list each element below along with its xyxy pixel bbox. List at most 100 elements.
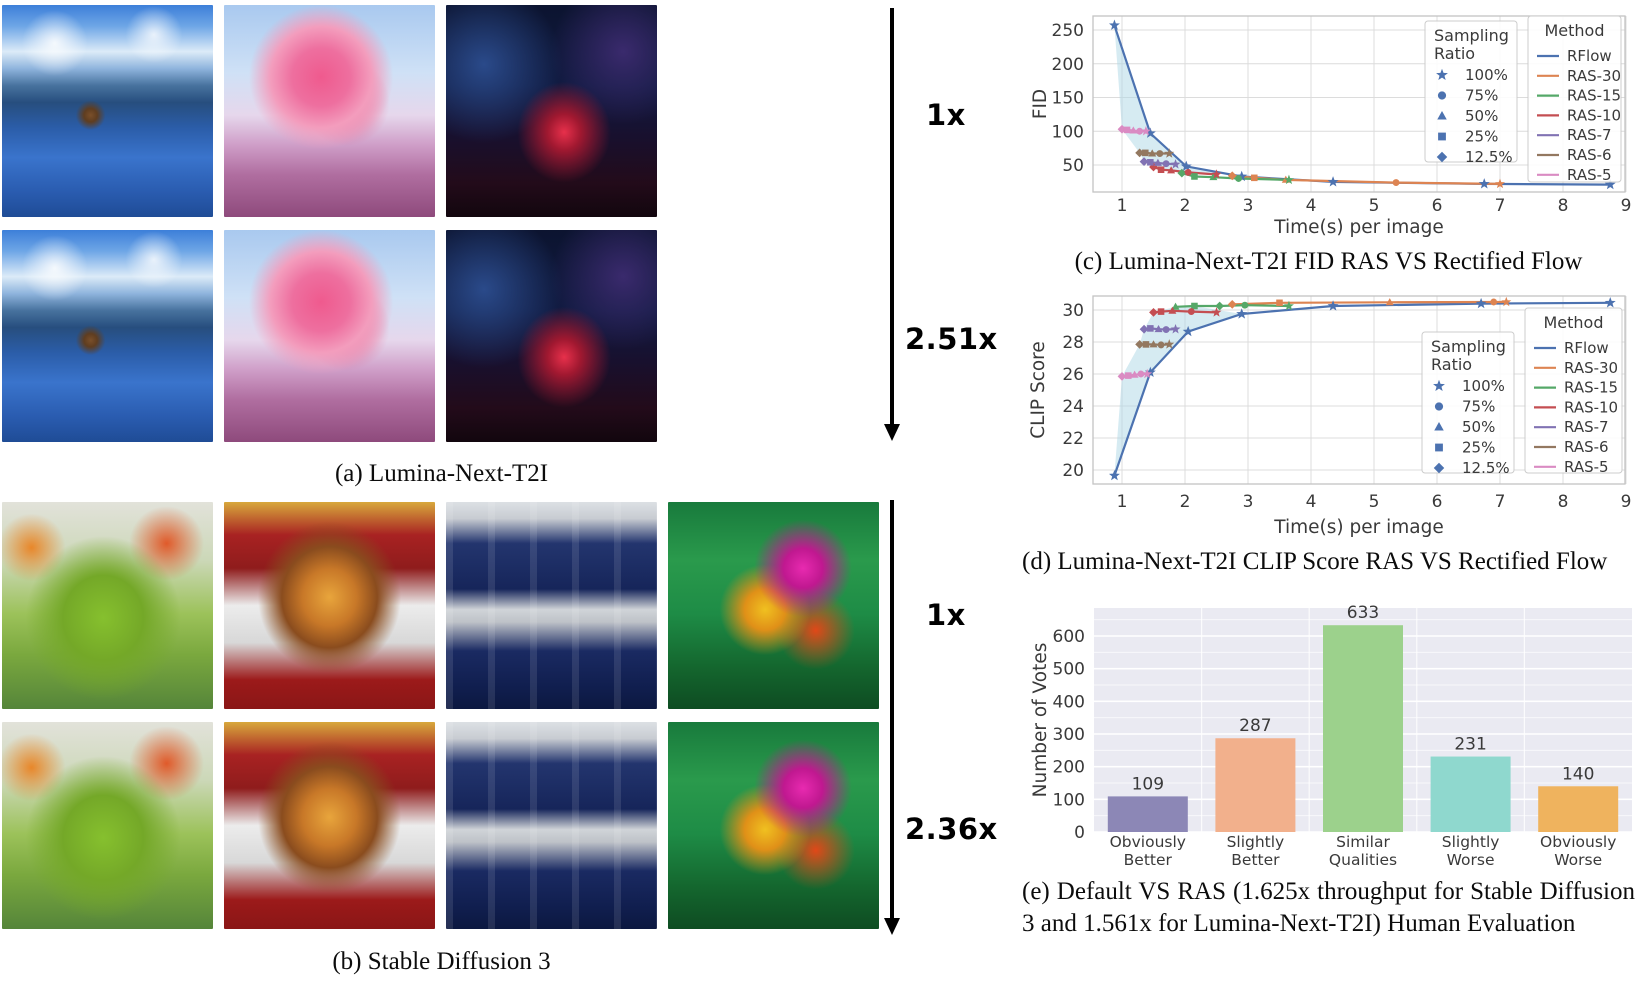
image-lumina-nightcar-ras [446, 230, 657, 442]
svg-text:Sampling: Sampling [1431, 337, 1506, 356]
image-lumina-steampunk-baseline [668, 5, 879, 217]
image-grid-sd3 [2, 502, 879, 929]
svg-text:CLIP Score: CLIP Score [1028, 341, 1049, 439]
chart-fid-line: 1 2 3 4 5 6 7 8 9 50 100 150 200 250 Time(s) per image… [1030, 15, 1632, 238]
svg-text:25%: 25% [1462, 439, 1495, 457]
svg-text:200: 200 [1052, 55, 1084, 75]
speed-label-lumina-baseline: 1x [926, 98, 966, 132]
svg-text:300: 300 [1053, 725, 1085, 745]
svg-text:4: 4 [1306, 492, 1317, 512]
svg-text:3: 3 [1243, 492, 1254, 512]
svg-text:Ratio: Ratio [1431, 355, 1472, 374]
caption-panel-a: (a) Lumina-Next-T2I [334, 460, 549, 487]
svg-text:600: 600 [1053, 627, 1085, 647]
arrow-head-icon [883, 424, 900, 441]
svg-text:Method: Method [1543, 313, 1603, 332]
svg-text:24: 24 [1062, 397, 1084, 417]
image-lumina-mountain-baseline [2, 5, 213, 217]
svg-text:Worse: Worse [1554, 851, 1602, 869]
svg-text:Slightly: Slightly [1227, 833, 1285, 851]
svg-text:50%: 50% [1462, 418, 1495, 436]
image-lumina-heart-baseline [224, 5, 435, 217]
svg-text:RAS-5: RAS-5 [1567, 166, 1612, 184]
image-lumina-mountain-ras [2, 230, 213, 442]
svg-text:500: 500 [1053, 660, 1085, 680]
image-sd3-mosscar-baseline [2, 502, 213, 709]
caption-panel-d: (d) Lumina-Next-T2I CLIP Score RAS VS Re… [1022, 548, 1608, 575]
speed-label-sd3-ras: 2.36x [905, 812, 998, 846]
svg-text:100%: 100% [1462, 377, 1505, 395]
svg-text:Slightly: Slightly [1442, 833, 1500, 851]
svg-text:75%: 75% [1462, 398, 1495, 416]
svg-text:RAS-15: RAS-15 [1567, 87, 1621, 105]
svg-text:Time(s) per image: Time(s) per image [1273, 217, 1443, 238]
svg-text:2: 2 [1180, 492, 1191, 512]
svg-text:Obviously: Obviously [1110, 833, 1186, 851]
svg-text:231: 231 [1454, 735, 1486, 755]
svg-text:7: 7 [1495, 196, 1506, 216]
svg-text:12.5%: 12.5% [1462, 459, 1510, 477]
svg-text:100: 100 [1053, 790, 1085, 810]
caption-panel-e: (e) Default VS RAS (1.625x throughput fo… [1022, 878, 1635, 937]
svg-text:2: 2 [1180, 196, 1191, 216]
svg-text:100: 100 [1052, 122, 1084, 142]
image-lumina-heart-ras [224, 230, 435, 442]
svg-text:RAS-6: RAS-6 [1567, 146, 1612, 164]
svg-text:Sampling: Sampling [1434, 26, 1509, 45]
chart-clip-line: 1 2 3 4 5 6 7 8 9 20 22 24 26 28 30 Time(s) per image CL… [1028, 295, 1631, 538]
svg-text:Method: Method [1544, 21, 1604, 40]
image-sd3-bird-baseline [668, 502, 879, 709]
image-grid-lumina [2, 5, 879, 442]
svg-text:RAS-7: RAS-7 [1567, 126, 1612, 144]
svg-text:RAS-15: RAS-15 [1564, 379, 1618, 397]
svg-text:RAS-7: RAS-7 [1564, 418, 1609, 436]
svg-text:20: 20 [1062, 461, 1084, 481]
svg-text:Number of Votes: Number of Votes [1030, 643, 1051, 798]
svg-text:22: 22 [1062, 429, 1084, 449]
svg-text:Better: Better [1231, 851, 1280, 869]
svg-text:30: 30 [1062, 301, 1084, 321]
svg-text:7: 7 [1495, 492, 1506, 512]
svg-text:109: 109 [1132, 774, 1164, 794]
svg-text:26: 26 [1062, 365, 1084, 385]
svg-text:Time(s) per image: Time(s) per image [1273, 517, 1443, 538]
svg-text:8: 8 [1558, 492, 1569, 512]
speed-label-lumina-ras: 2.51x [905, 322, 998, 356]
svg-text:Ratio: Ratio [1434, 44, 1475, 63]
speedup-arrow-lumina [882, 8, 902, 442]
svg-text:FID: FID [1030, 89, 1051, 119]
svg-text:Similar: Similar [1336, 833, 1390, 851]
svg-text:Qualities: Qualities [1329, 851, 1397, 869]
arrow-head-icon [883, 918, 900, 935]
svg-text:RAS-5: RAS-5 [1564, 458, 1609, 476]
svg-text:RFlow: RFlow [1564, 339, 1609, 357]
caption-panel-c: (c) Lumina-Next-T2I FID RAS VS Rectified… [1074, 248, 1583, 275]
svg-text:RAS-10: RAS-10 [1564, 398, 1618, 416]
svg-text:Obviously: Obviously [1540, 833, 1616, 851]
speed-label-sd3-baseline: 1x [926, 598, 966, 632]
svg-text:9: 9 [1621, 196, 1632, 216]
image-sd3-burger-baseline [224, 502, 435, 709]
svg-text:6: 6 [1432, 196, 1443, 216]
image-sd3-mosscar-ras [2, 722, 213, 929]
svg-text:RAS-30: RAS-30 [1564, 359, 1618, 377]
svg-text:75%: 75% [1465, 87, 1498, 105]
image-sd3-burger-ras [224, 722, 435, 929]
svg-text:50%: 50% [1465, 107, 1498, 125]
svg-text:50: 50 [1062, 156, 1084, 176]
svg-text:4: 4 [1306, 196, 1317, 216]
svg-text:RAS-6: RAS-6 [1564, 438, 1609, 456]
svg-text:Better: Better [1124, 851, 1173, 869]
caption-panel-b: (b) Stable Diffusion 3 [332, 948, 551, 975]
svg-text:633: 633 [1347, 603, 1379, 623]
image-sd3-bird-ras [668, 722, 879, 929]
image-sd3-bottles-ras [446, 722, 657, 929]
chart-votes-bar: 109 287 633 231 140 0 100 200 300 400 500 600 Obviou… [1030, 603, 1632, 869]
svg-text:12.5%: 12.5% [1465, 148, 1513, 166]
image-sd3-bottles-baseline [446, 502, 657, 709]
svg-text:400: 400 [1053, 692, 1085, 712]
svg-text:6: 6 [1432, 492, 1443, 512]
arrow-shaft [890, 8, 894, 425]
svg-text:RFlow: RFlow [1567, 47, 1612, 65]
